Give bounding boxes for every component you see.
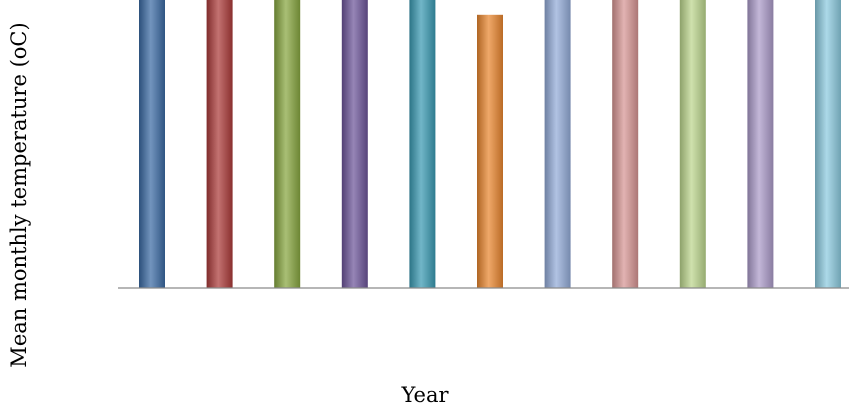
bar-8 (612, 0, 639, 288)
bar-5 (409, 0, 436, 288)
bar-1 (139, 0, 165, 288)
bar-9 (679, 0, 706, 288)
bar-2 (206, 0, 233, 288)
bar-3 (274, 0, 301, 288)
x-axis-title: Year (400, 383, 449, 407)
bar-11 (815, 0, 841, 288)
bar-7 (544, 0, 571, 288)
y-axis-title: Mean monthly temperature (oC) (7, 22, 31, 367)
bar-10 (747, 0, 774, 288)
bar-4 (341, 0, 368, 288)
bars-group (139, 0, 841, 289)
bar-6 (477, 14, 503, 289)
